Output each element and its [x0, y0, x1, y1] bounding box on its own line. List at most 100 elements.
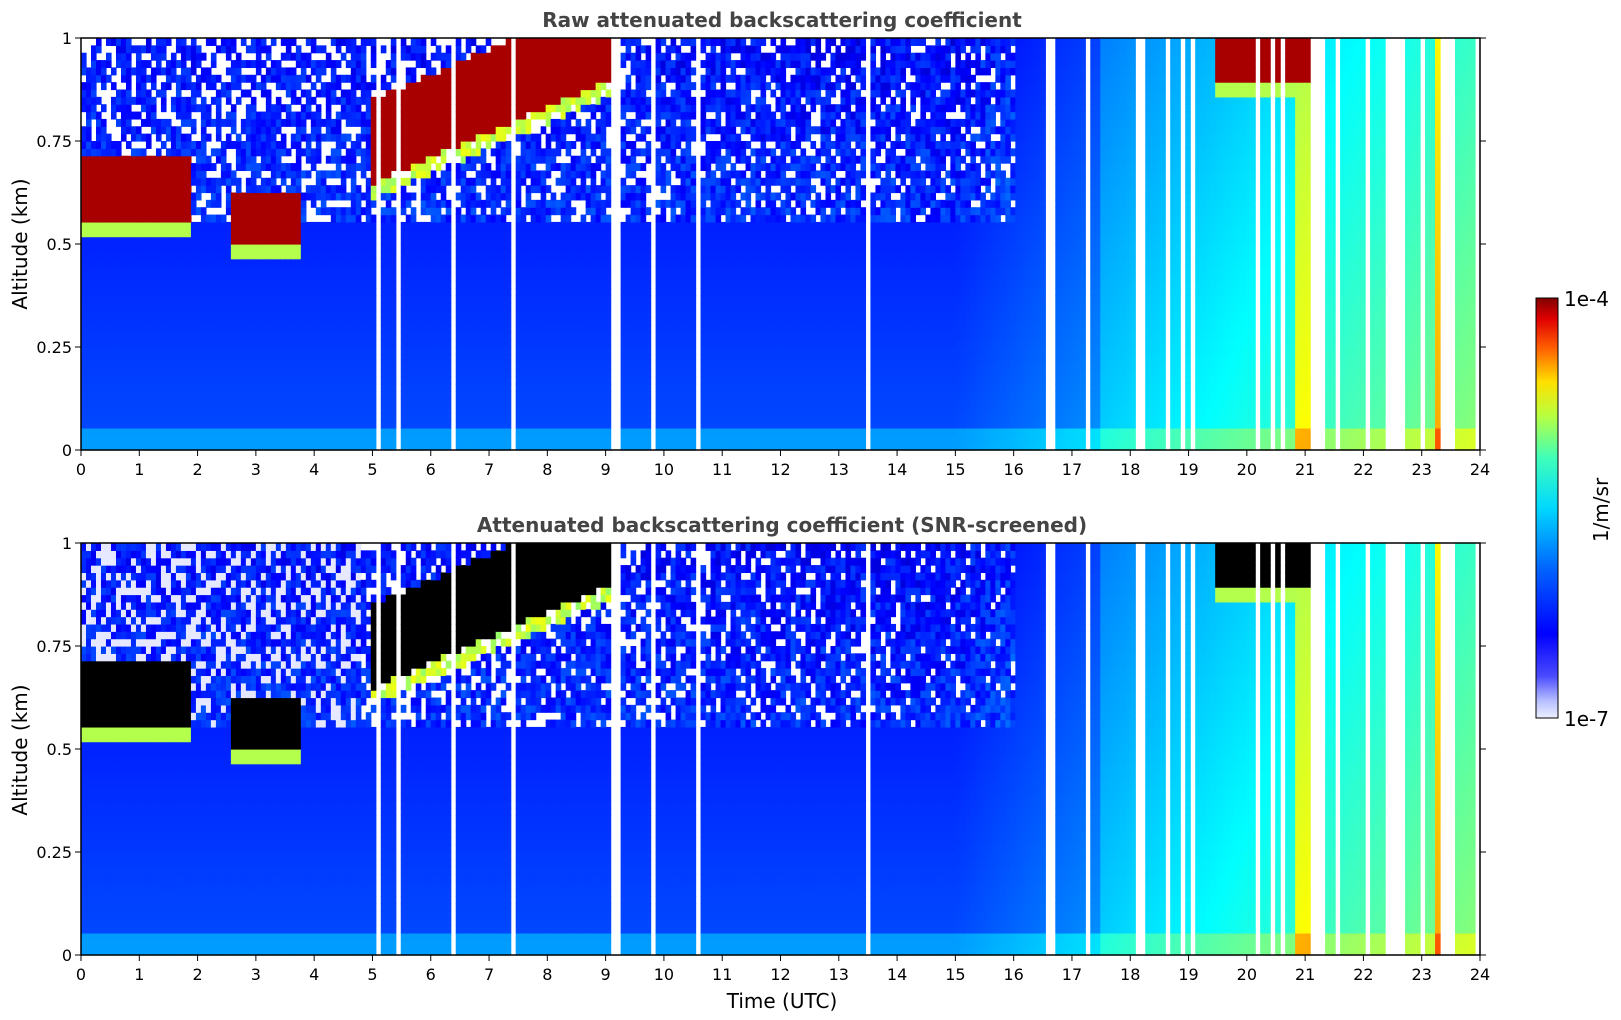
heatmap-cell — [275, 376, 282, 385]
heatmap-cell — [240, 317, 247, 326]
heatmap-cell — [340, 347, 347, 355]
heatmap-cell — [565, 302, 572, 311]
heatmap-cell — [135, 258, 142, 267]
heatmap-cell — [275, 339, 282, 348]
heatmap-cell — [570, 420, 577, 429]
heatmap-cell — [310, 288, 317, 297]
heatmap-cell — [410, 354, 417, 363]
heatmap-cell — [545, 111, 552, 120]
heatmap-cell — [495, 45, 502, 54]
heatmap-cell — [390, 163, 397, 172]
heatmap-cell — [495, 141, 502, 149]
heatmap-cell — [165, 74, 172, 83]
heatmap-cell — [495, 111, 502, 120]
heatmap-cell — [420, 170, 427, 179]
heatmap-cell — [460, 391, 467, 400]
heatmap-cell — [475, 435, 482, 444]
heatmap-cell — [85, 266, 92, 275]
heatmap-cell — [295, 177, 302, 186]
heatmap-cell — [565, 104, 572, 113]
heatmap-cell — [165, 383, 172, 392]
heatmap-cell — [535, 214, 542, 223]
heatmap-cell — [385, 236, 392, 245]
heatmap-cell — [130, 339, 137, 348]
heatmap-cell — [580, 177, 587, 186]
heatmap-cell — [280, 398, 287, 407]
heatmap-cell — [380, 111, 387, 120]
heatmap-cell — [530, 427, 537, 436]
heatmap-cell — [390, 96, 397, 105]
heatmap-cell — [560, 339, 567, 348]
heatmap-cell — [580, 236, 587, 245]
heatmap-cell — [270, 207, 277, 216]
heatmap-cell — [520, 361, 527, 370]
heatmap-cell — [430, 332, 437, 341]
heatmap-cell — [575, 391, 582, 400]
heatmap-cell — [430, 251, 437, 260]
heatmap-cell — [555, 288, 562, 297]
heatmap-cell — [415, 60, 422, 69]
heatmap-cell — [100, 383, 107, 392]
heatmap-cell — [145, 89, 152, 98]
heatmap-cell — [250, 435, 257, 444]
heatmap-cell — [230, 398, 237, 407]
heatmap-cell — [315, 369, 322, 378]
heatmap-cell — [415, 405, 422, 414]
heatmap-cell — [125, 435, 132, 444]
heatmap-cell — [135, 251, 142, 260]
heatmap-cell — [385, 221, 392, 230]
heatmap-cell — [360, 280, 367, 289]
heatmap-cell — [410, 141, 417, 149]
heatmap-cell — [380, 413, 387, 422]
heatmap-cell — [330, 133, 337, 142]
heatmap-cell — [535, 155, 542, 164]
heatmap-cell — [500, 177, 507, 186]
heatmap-cell — [425, 148, 432, 157]
heatmap-cell — [500, 111, 507, 120]
heatmap-cell — [205, 361, 212, 370]
heatmap-cell — [155, 324, 162, 333]
heatmap-cell — [330, 89, 337, 98]
heatmap-cell — [85, 324, 92, 333]
heatmap-cell — [235, 442, 242, 451]
heatmap-cell — [175, 155, 182, 164]
heatmap-cell — [430, 207, 437, 216]
heatmap-cell — [160, 354, 167, 363]
heatmap-cell — [110, 148, 117, 157]
heatmap-cell — [255, 398, 262, 407]
heatmap-cell — [390, 52, 397, 61]
heatmap-cell — [215, 369, 222, 378]
heatmap-cell — [95, 324, 102, 333]
heatmap-cell — [100, 74, 107, 83]
heatmap-cell — [525, 82, 532, 91]
heatmap-cell — [385, 420, 392, 429]
heatmap-cell — [250, 38, 257, 46]
heatmap-cell — [560, 369, 567, 378]
heatmap-cell — [295, 82, 302, 91]
heatmap-cell — [285, 229, 292, 238]
heatmap-cell — [115, 163, 122, 172]
heatmap-cell — [95, 207, 102, 216]
heatmap-cell — [100, 354, 107, 363]
heatmap-cell — [380, 104, 387, 113]
heatmap-cell — [435, 229, 442, 238]
heatmap-cell — [350, 317, 357, 326]
heatmap-cell — [500, 89, 507, 98]
heatmap-cell — [95, 383, 102, 392]
heatmap-cell — [285, 383, 292, 392]
heatmap-cell — [215, 427, 222, 436]
heatmap-cell — [155, 118, 162, 127]
heatmap-cell — [480, 126, 487, 135]
heatmap-cell — [255, 288, 262, 297]
heatmap-cell — [210, 361, 217, 370]
heatmap-cell — [240, 89, 247, 98]
heatmap-cell — [425, 155, 432, 164]
heatmap-cell — [345, 207, 352, 216]
heatmap-cell — [270, 413, 277, 422]
heatmap-cell — [215, 420, 222, 429]
heatmap-cell — [310, 251, 317, 260]
heatmap-cell — [255, 442, 262, 451]
heatmap-cell — [445, 251, 452, 260]
heatmap-cell — [170, 310, 177, 319]
heatmap-cell — [505, 288, 512, 297]
